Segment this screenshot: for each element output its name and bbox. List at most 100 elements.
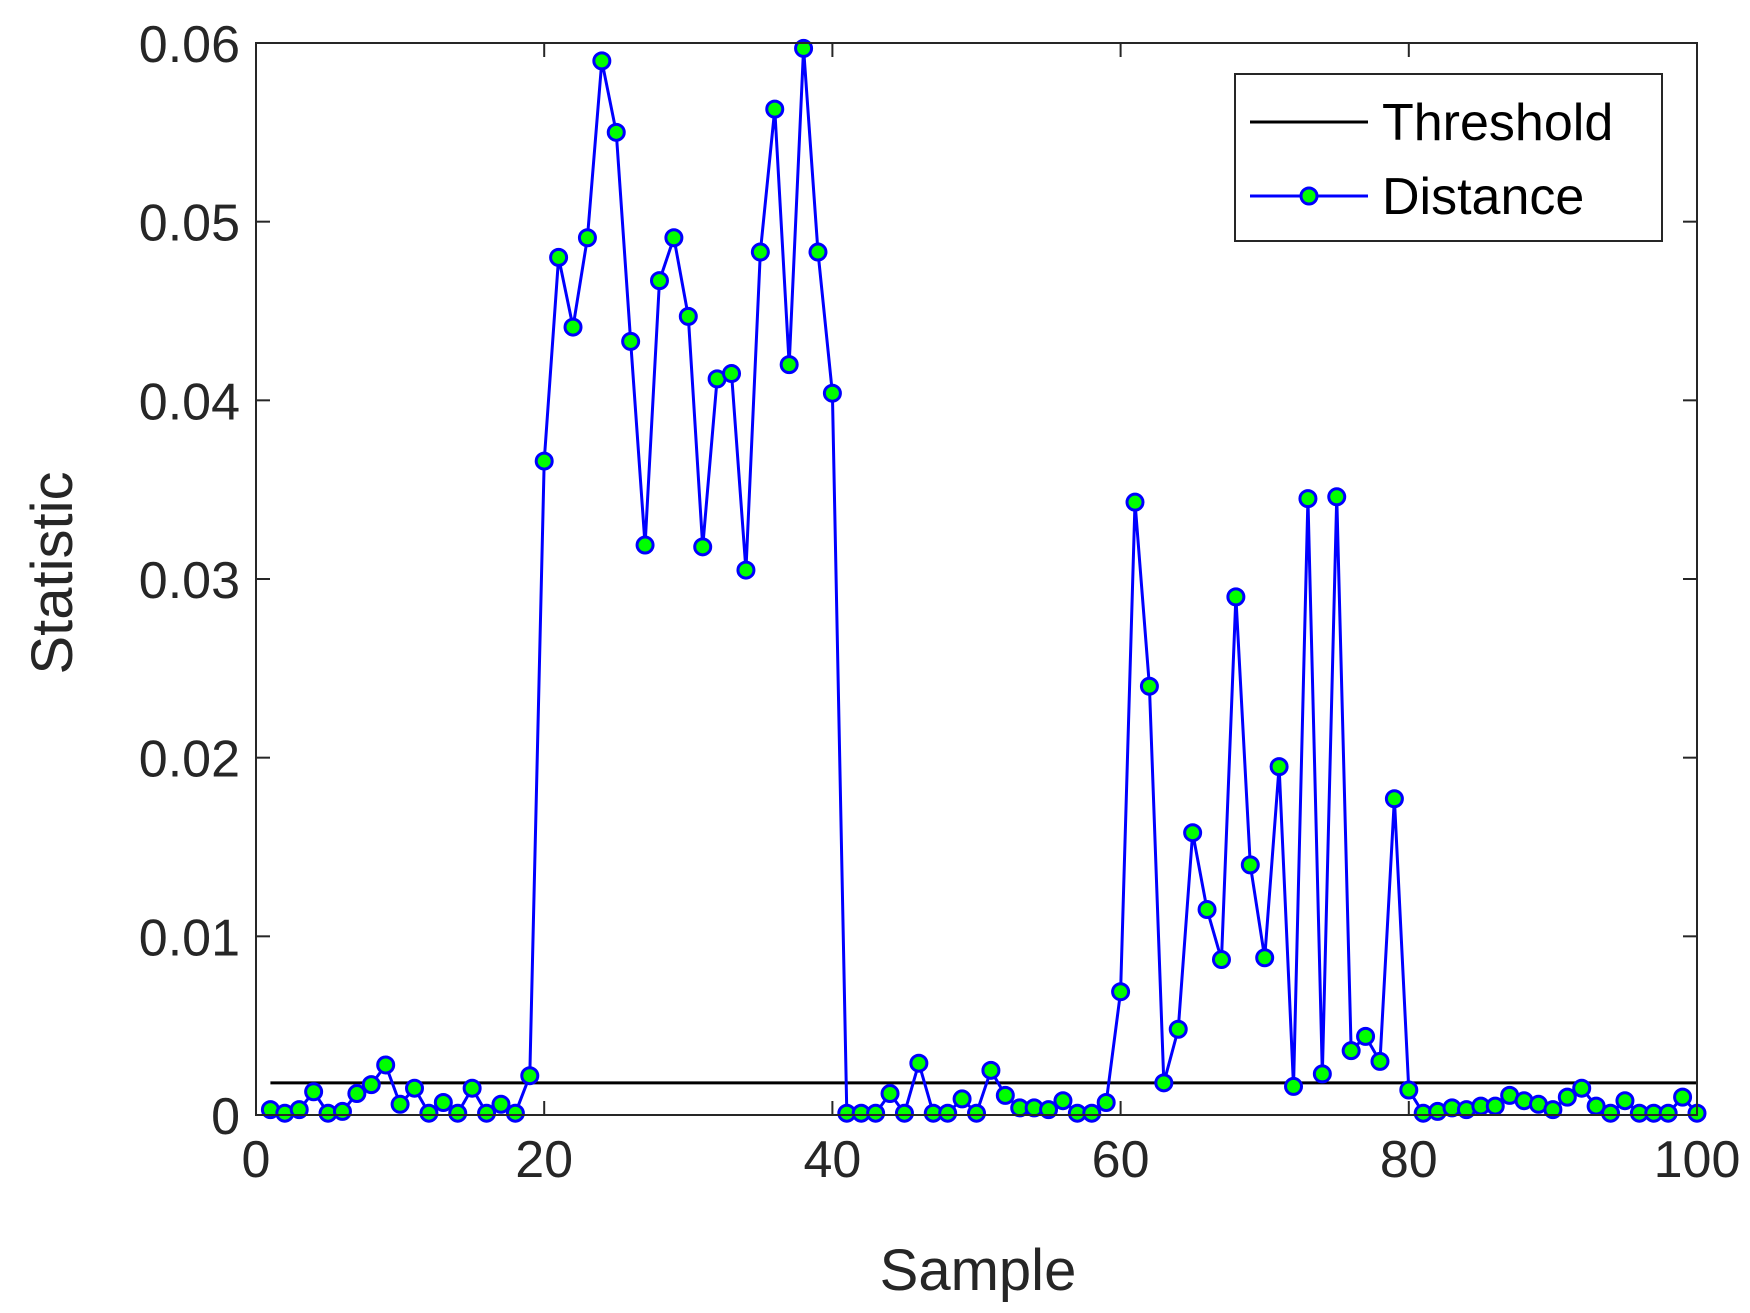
data-point	[534, 451, 554, 471]
data-point	[304, 1082, 324, 1102]
data-point	[1039, 1100, 1059, 1120]
data-point	[1082, 1103, 1102, 1123]
data-point	[1572, 1078, 1592, 1098]
data-point	[750, 242, 770, 262]
data-point	[1399, 1080, 1419, 1100]
data-point	[1111, 982, 1131, 1002]
data-point	[1284, 1076, 1304, 1096]
series-layer	[260, 38, 1707, 1123]
data-point	[1557, 1087, 1577, 1107]
data-point	[649, 271, 669, 291]
data-point	[1255, 948, 1275, 968]
data-point	[448, 1103, 468, 1123]
data-point	[981, 1060, 1001, 1080]
data-point	[1601, 1103, 1621, 1123]
data-point	[808, 242, 828, 262]
data-point	[491, 1094, 511, 1114]
data-point	[995, 1085, 1015, 1105]
data-point	[822, 383, 842, 403]
y-tick-label: 0.01	[139, 909, 240, 967]
data-point	[909, 1053, 929, 1073]
data-point	[1356, 1026, 1376, 1046]
data-point	[894, 1103, 914, 1123]
data-point	[1673, 1087, 1693, 1107]
y-tick-label: 0.02	[139, 731, 240, 789]
data-point	[1298, 489, 1318, 509]
data-point	[1211, 950, 1231, 970]
data-point	[693, 537, 713, 557]
legend: Threshold Distance	[1234, 73, 1663, 242]
data-point	[952, 1089, 972, 1109]
data-point	[678, 306, 698, 326]
data-point	[1226, 587, 1246, 607]
data-point	[1197, 900, 1217, 920]
data-point	[390, 1094, 410, 1114]
y-tick-label: 0.05	[139, 195, 240, 253]
data-point	[462, 1078, 482, 1098]
x-tick-label: 20	[515, 1131, 573, 1189]
data-point	[1341, 1041, 1361, 1061]
data-point	[1154, 1073, 1174, 1093]
data-point	[621, 331, 641, 351]
y-axis-label: Statistic	[20, 471, 85, 674]
data-point	[779, 355, 799, 375]
data-point	[664, 228, 684, 248]
data-point	[563, 317, 583, 337]
data-point	[1096, 1092, 1116, 1112]
x-tick-label: 80	[1380, 1131, 1438, 1189]
x-tick-label: 100	[1654, 1131, 1741, 1189]
data-point	[1384, 789, 1404, 809]
data-point	[880, 1084, 900, 1104]
data-point	[1485, 1096, 1505, 1116]
data-point	[1125, 492, 1145, 512]
data-point	[332, 1101, 352, 1121]
data-point	[1658, 1103, 1678, 1123]
data-point	[419, 1103, 439, 1123]
data-point	[1240, 855, 1260, 875]
y-tick-label: 0.04	[139, 373, 240, 431]
data-point	[1269, 757, 1289, 777]
legend-distance-marker	[1299, 186, 1319, 206]
x-tick-label: 0	[242, 1131, 271, 1189]
series-distance	[260, 38, 1707, 1123]
data-point	[405, 1078, 425, 1098]
data-point	[794, 38, 814, 58]
ticks-layer: 0 20 40 60 80 100 0 0.01 0.02 0.03 0.04 0.05 0.06	[139, 16, 1741, 1189]
data-point	[1168, 1019, 1188, 1039]
y-tick-label: 0.06	[139, 16, 240, 74]
data-point	[289, 1100, 309, 1120]
y-tick-label: 0.03	[139, 552, 240, 610]
x-tick-label: 60	[1092, 1131, 1150, 1189]
data-point	[1615, 1091, 1635, 1111]
data-point	[765, 99, 785, 119]
data-point	[505, 1103, 525, 1123]
data-point	[433, 1092, 453, 1112]
data-point	[1370, 1051, 1390, 1071]
data-point	[606, 122, 626, 142]
data-point	[1139, 676, 1159, 696]
data-point	[1053, 1091, 1073, 1111]
legend-threshold-label: Threshold	[1382, 94, 1613, 152]
data-point	[722, 364, 742, 384]
data-point	[592, 51, 612, 71]
data-point	[1312, 1064, 1332, 1084]
data-point	[1327, 487, 1347, 507]
x-tick-label: 40	[803, 1131, 861, 1189]
data-point	[967, 1103, 986, 1123]
data-point	[376, 1055, 396, 1075]
data-point	[866, 1103, 886, 1123]
data-point	[477, 1103, 497, 1123]
legend-distance-label: Distance	[1382, 168, 1584, 226]
data-point	[1183, 823, 1203, 843]
x-axis-label: Sample	[880, 1238, 1077, 1303]
y-tick-label: 0	[211, 1088, 240, 1146]
data-point	[635, 535, 655, 555]
data-point	[577, 228, 597, 248]
data-point	[361, 1075, 381, 1095]
data-point	[1543, 1100, 1563, 1120]
data-point	[549, 247, 569, 267]
data-point	[736, 560, 756, 580]
data-point	[347, 1084, 367, 1104]
legend-box	[1234, 73, 1663, 242]
